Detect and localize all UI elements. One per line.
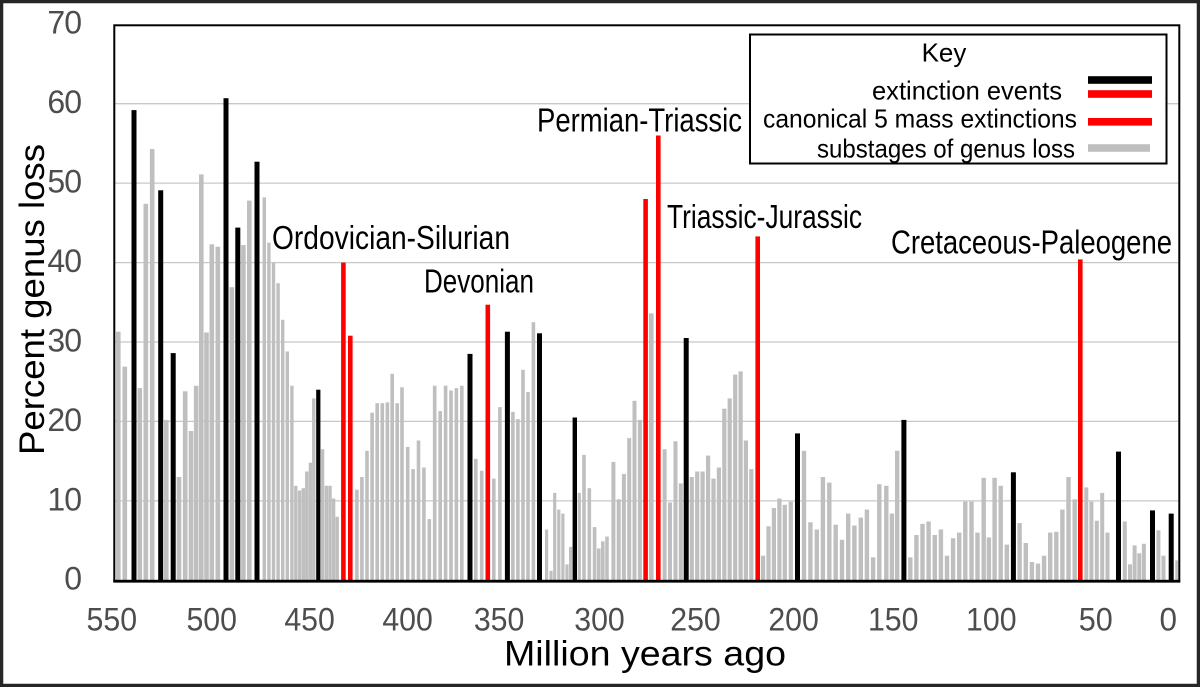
svg-text:substages of genus loss: substages of genus loss <box>817 134 1075 164</box>
svg-text:30: 30 <box>47 322 81 358</box>
svg-text:Devonian: Devonian <box>424 262 534 299</box>
svg-text:Million years ago: Million years ago <box>504 635 786 674</box>
svg-text:300: 300 <box>574 602 625 638</box>
svg-text:10: 10 <box>47 481 81 517</box>
svg-text:50: 50 <box>1079 602 1113 638</box>
svg-text:150: 150 <box>868 602 919 638</box>
svg-text:20: 20 <box>47 402 81 438</box>
svg-text:450: 450 <box>284 602 335 638</box>
svg-text:Percent genus loss: Percent genus loss <box>13 144 52 455</box>
svg-text:200: 200 <box>768 602 819 638</box>
svg-text:0: 0 <box>1160 602 1178 638</box>
svg-text:Permian-Triassic: Permian-Triassic <box>537 101 742 138</box>
svg-text:350: 350 <box>474 602 525 638</box>
svg-text:250: 250 <box>670 602 721 638</box>
svg-text:70: 70 <box>47 5 81 41</box>
svg-text:Cretaceous-Paleogene: Cretaceous-Paleogene <box>891 223 1172 260</box>
svg-text:0: 0 <box>64 561 81 597</box>
svg-text:Triassic-Jurassic: Triassic-Jurassic <box>667 198 862 235</box>
svg-text:canonical 5 mass extinctions: canonical 5 mass extinctions <box>763 104 1077 134</box>
svg-text:50: 50 <box>47 164 81 200</box>
svg-text:500: 500 <box>186 602 237 638</box>
svg-text:100: 100 <box>966 602 1017 638</box>
svg-text:60: 60 <box>47 84 81 120</box>
svg-text:Ordovician-Silurian: Ordovician-Silurian <box>272 219 510 256</box>
svg-text:550: 550 <box>87 602 138 638</box>
svg-text:400: 400 <box>382 602 433 638</box>
svg-text:extinction events: extinction events <box>872 76 1062 106</box>
svg-text:40: 40 <box>47 243 81 279</box>
svg-text:Key: Key <box>922 38 967 68</box>
